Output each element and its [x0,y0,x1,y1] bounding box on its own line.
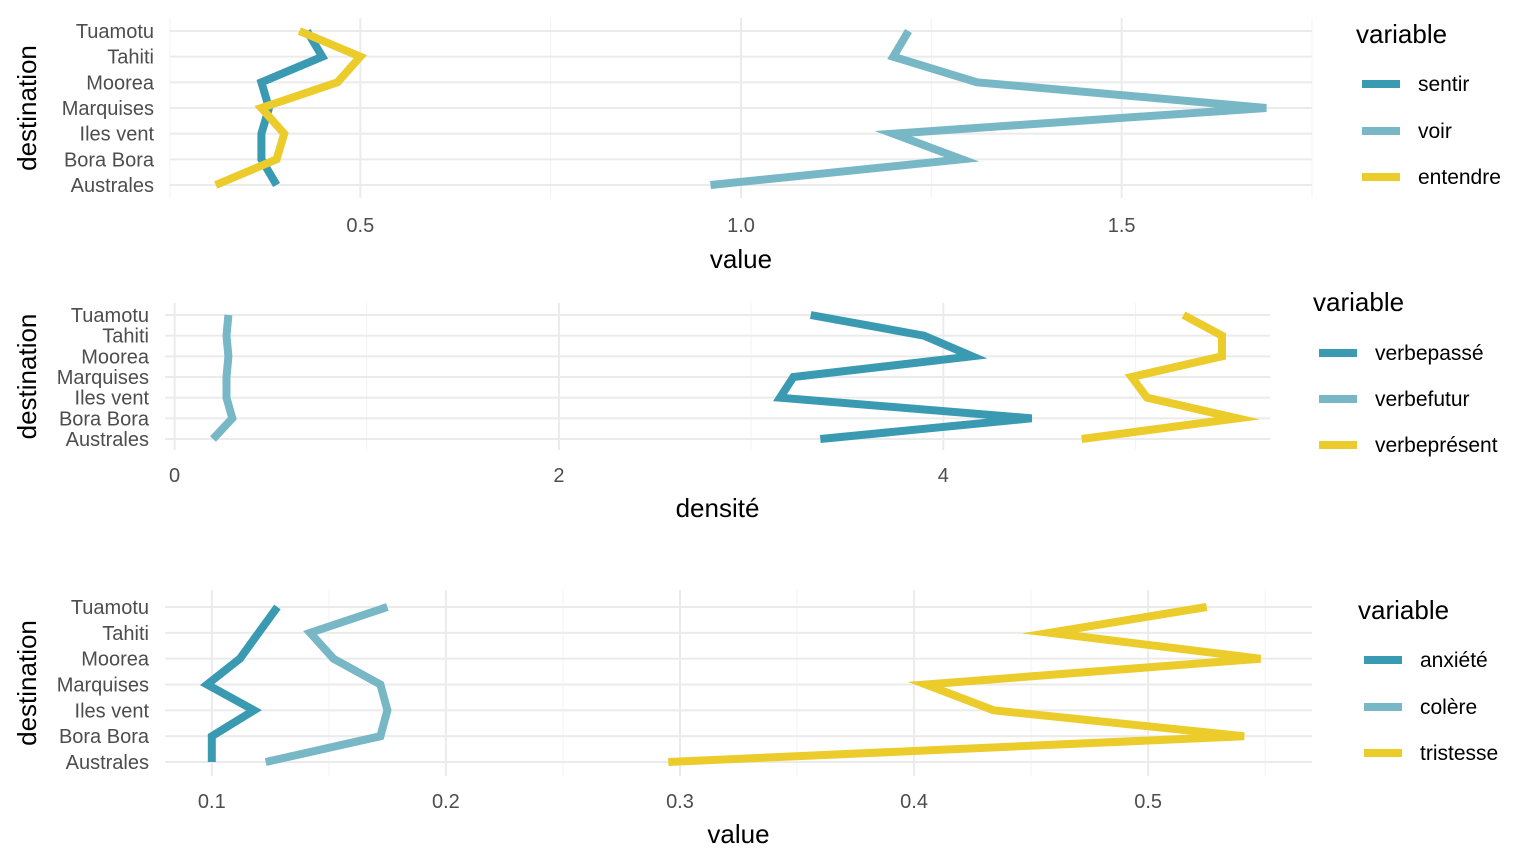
x-tick-label: 1.0 [727,215,755,237]
legend: variable anxiété colère tristesse [1358,595,1498,765]
x-tick-label: 0.5 [346,215,374,237]
y-tick-label: Moorea [81,649,150,671]
y-axis-title: destination [12,620,42,746]
legend-label-verbeprésent: verbeprésent [1375,434,1498,457]
legend-label-colère: colère [1420,696,1477,719]
y-tick-label: Moorea [86,72,155,94]
y-axis-title: destination [12,314,42,440]
y-tick-label: Tuamotu [71,597,149,619]
x-axis-title: value [707,819,769,849]
y-tick-label: Bora Bora [59,408,150,430]
x-tick-label: 1.5 [1108,215,1136,237]
y-tick-label: Australes [66,752,149,774]
x-axis-title: densité [676,493,760,523]
legend-title: variable [1313,287,1404,317]
series-line-verbefutur [210,314,237,442]
y-axis-title: destination [12,45,42,171]
x-tick-label: 0.4 [900,791,928,813]
legend-label-verbefutur: verbefutur [1375,388,1470,411]
y-tick-label: Bora Bora [64,149,155,171]
y-tick-label: Bora Bora [59,726,150,748]
y-tick-label: Tahiti [102,326,149,348]
legend-label-sentir: sentir [1418,73,1469,96]
series-line-tristesse [668,603,1261,766]
x-tick-label: 0.2 [432,791,460,813]
legend: variable verbepassé verbefutur verbeprésent [1313,287,1498,457]
legend-title: variable [1358,595,1449,625]
series-line-colère [264,603,392,766]
y-tick-label: Marquises [57,367,149,389]
y-tick-label: Australes [66,429,149,451]
series-line-voir [710,28,1267,189]
y-tick-label: Tuamotu [76,21,154,43]
x-tick-label: 2 [553,465,564,487]
legend-label-entendre: entendre [1418,166,1501,189]
legend-label-anxiété: anxiété [1420,649,1488,672]
y-tick-label: Moorea [81,346,150,368]
y-tick-label: Tahiti [102,623,149,645]
y-tick-label: Marquises [62,98,154,120]
series-line-verbepassé [773,311,1033,443]
legend-label-verbepassé: verbepassé [1375,342,1484,365]
y-tick-label: Tuamotu [71,305,149,327]
y-tick-label: Iles vent [75,700,150,722]
y-tick-label: Iles vent [80,124,155,146]
legend-label-voir: voir [1418,120,1452,143]
y-tick-label: Australes [71,175,154,197]
x-tick-label: 4 [938,465,949,487]
panel-1: Australes Bora Bora Iles vent Marquises Moor… [12,18,1501,274]
x-tick-label: 0 [169,465,180,487]
panel-3: Australes Bora Bora Iles vent Marquises Moor… [12,590,1498,849]
x-tick-label: 0.1 [198,791,226,813]
legend-title: variable [1356,19,1447,49]
series-line-anxiété [199,604,281,762]
x-axis-title: value [710,244,772,274]
series-line-entendre [214,27,368,189]
y-tick-label: Tahiti [107,47,154,69]
legend-label-tristesse: tristesse [1420,742,1498,765]
y-tick-label: Iles vent [75,388,150,410]
y-tick-label: Marquises [57,675,149,697]
legend: variable sentir voir entendre [1356,19,1501,189]
series-line-verbeprésent [1081,311,1260,443]
x-tick-label: 0.3 [666,791,694,813]
x-tick-label: 0.5 [1134,791,1162,813]
